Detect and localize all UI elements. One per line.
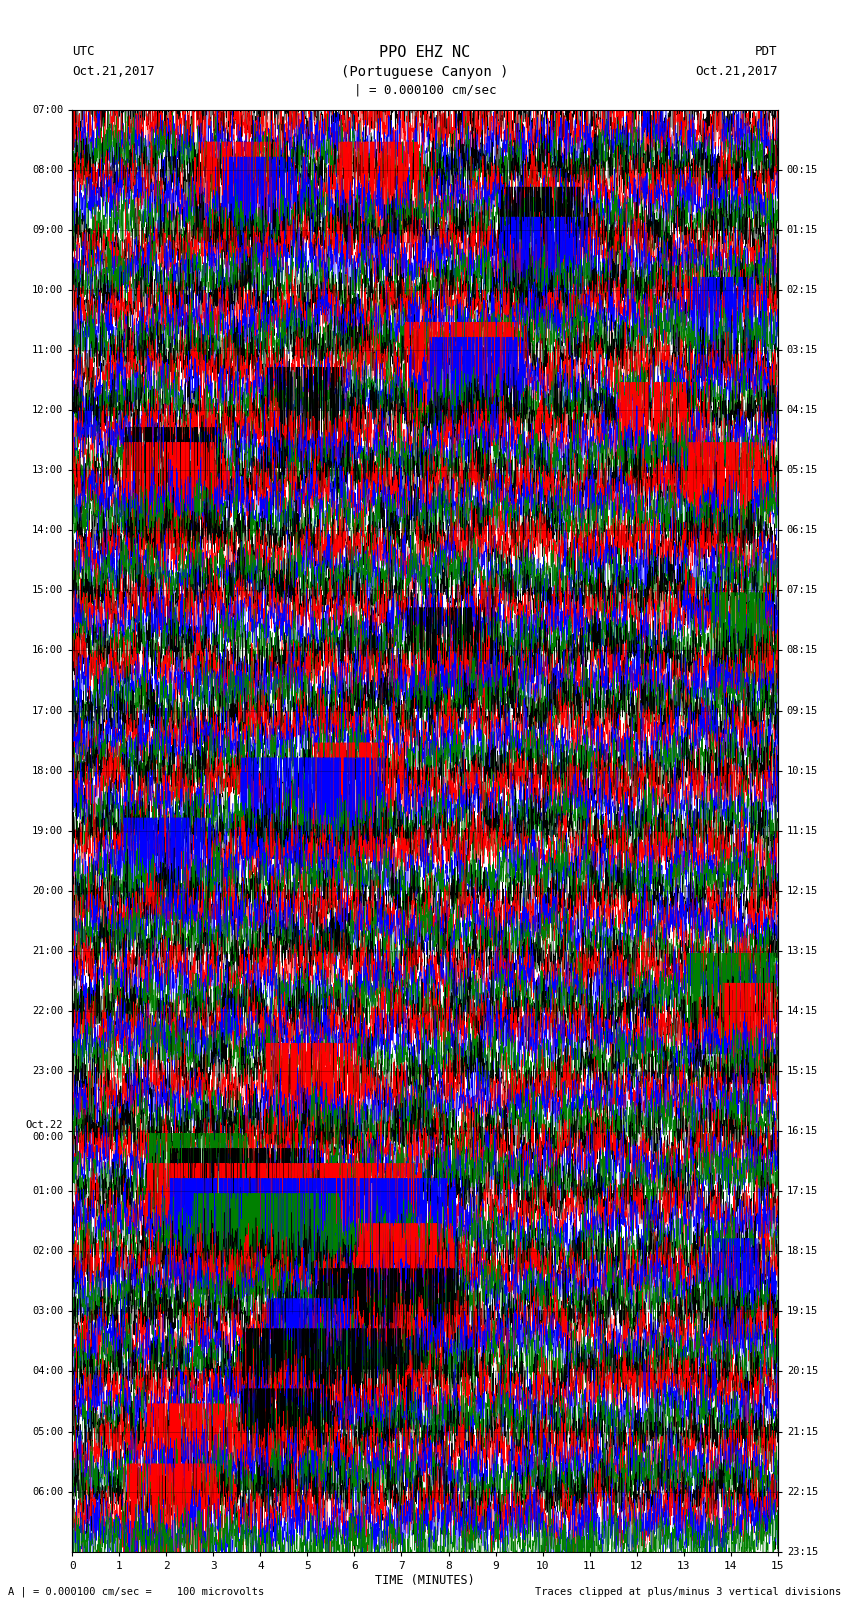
Text: A | = 0.000100 cm/sec =    100 microvolts: A | = 0.000100 cm/sec = 100 microvolts [8,1586,264,1597]
Text: PDT: PDT [756,45,778,58]
Text: Traces clipped at plus/minus 3 vertical divisions: Traces clipped at plus/minus 3 vertical … [536,1587,842,1597]
Text: PPO EHZ NC: PPO EHZ NC [379,45,471,60]
Text: | = 0.000100 cm/sec: | = 0.000100 cm/sec [354,84,496,97]
Text: (Portuguese Canyon ): (Portuguese Canyon ) [341,65,509,79]
Text: Oct.21,2017: Oct.21,2017 [695,65,778,77]
Text: Oct.21,2017: Oct.21,2017 [72,65,155,77]
Text: UTC: UTC [72,45,94,58]
X-axis label: TIME (MINUTES): TIME (MINUTES) [375,1574,475,1587]
